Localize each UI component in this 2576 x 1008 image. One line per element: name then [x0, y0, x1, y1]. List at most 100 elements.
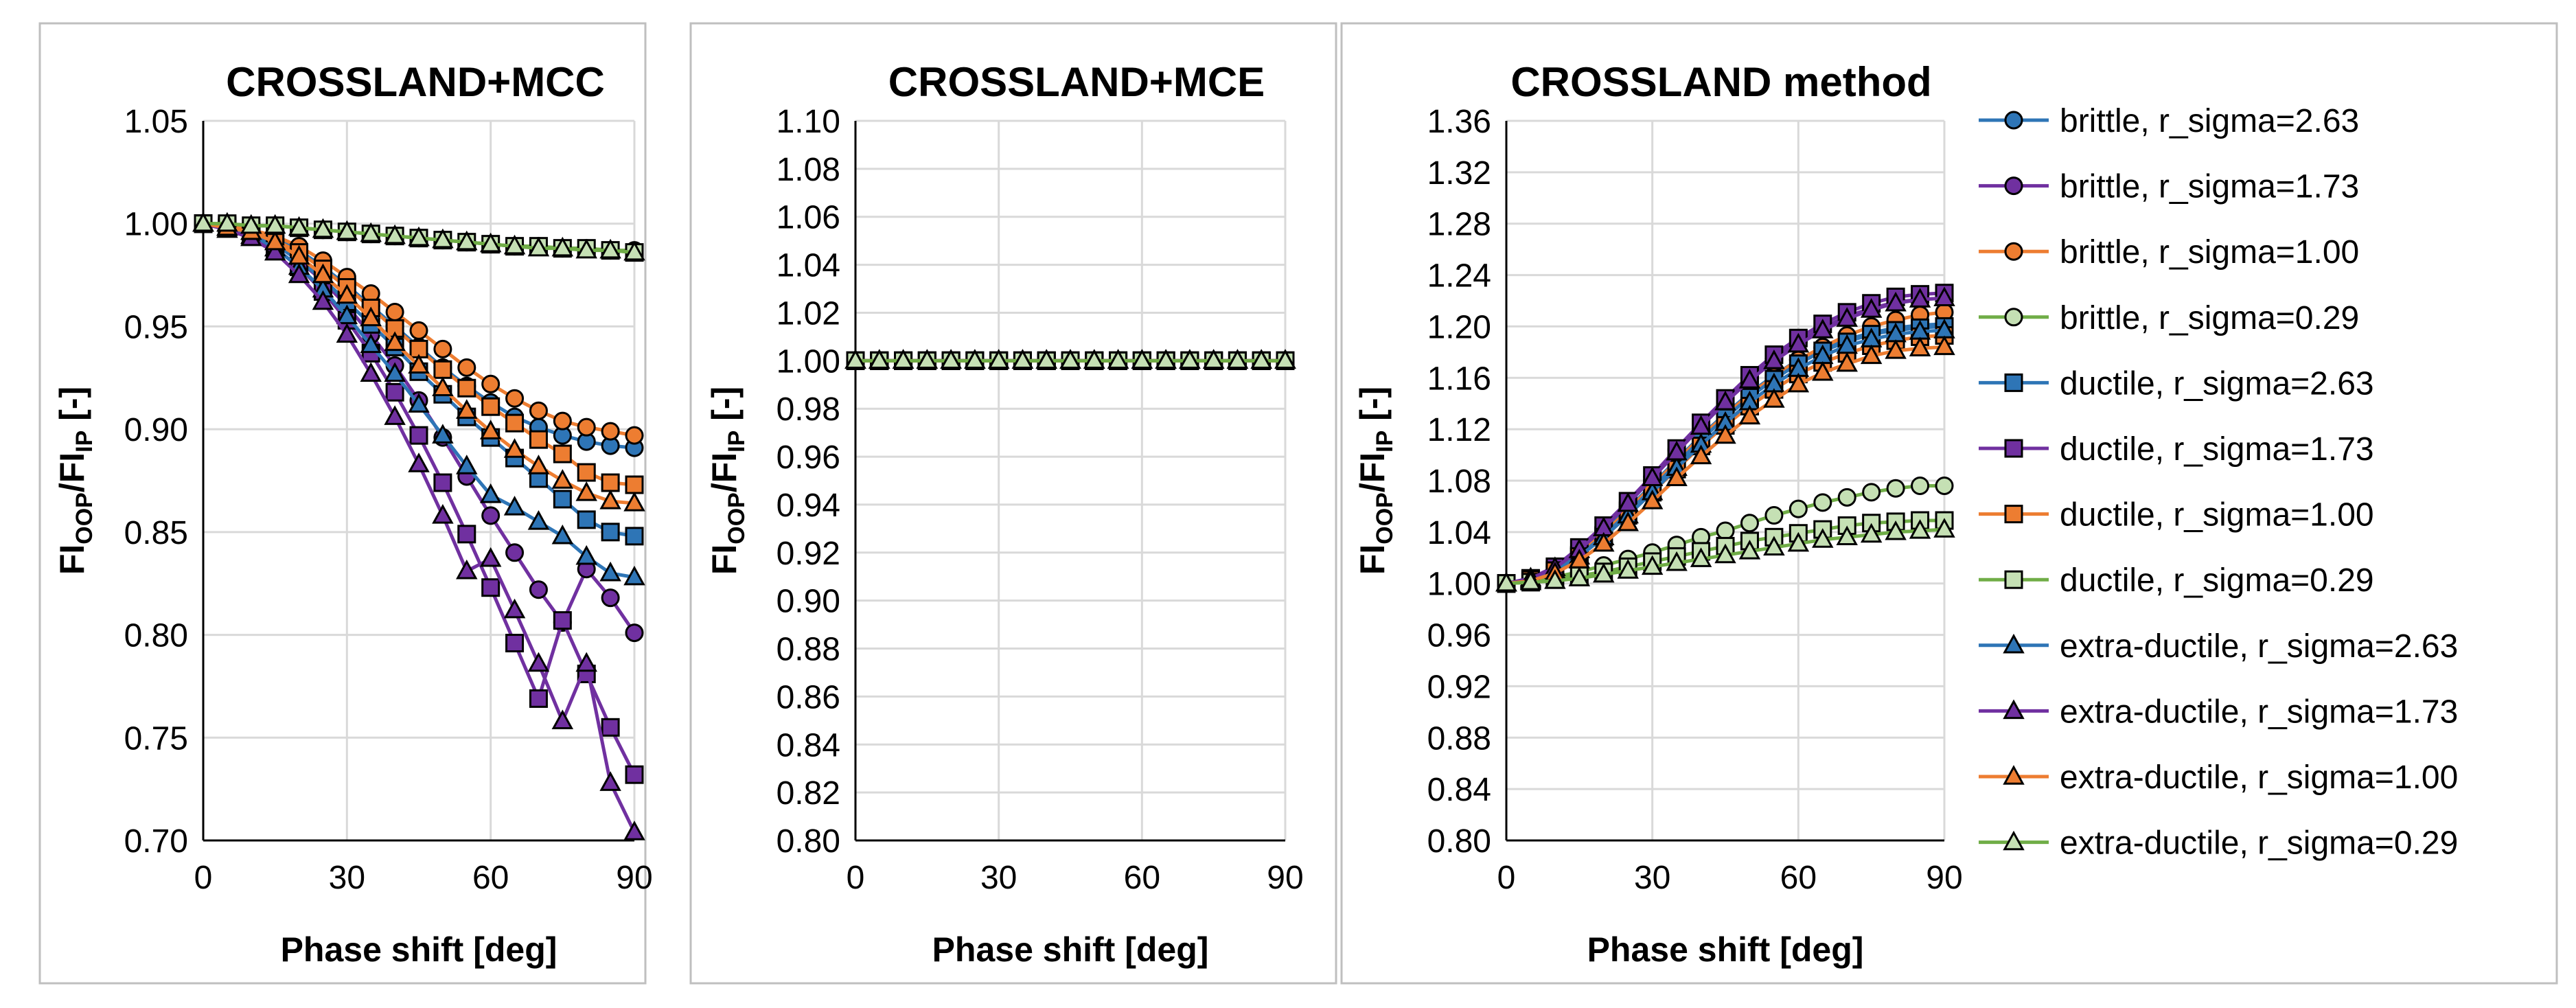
y-tick-label: 1.04 [1427, 515, 1491, 551]
y-axis-label-part: /FI [705, 453, 744, 492]
y-axis-label-part: FI [1353, 545, 1392, 575]
y-axis-label: FIOOP/FIIP [-] [705, 387, 750, 575]
data-point [1787, 372, 1810, 393]
series-12 [844, 349, 1296, 369]
legend-marker [2004, 505, 2023, 524]
data-point [601, 718, 620, 737]
data-point [1131, 349, 1153, 369]
data-point [1714, 390, 1736, 411]
data-point [1860, 523, 1883, 543]
y-tick-label: 0.90 [124, 412, 188, 448]
data-point [892, 349, 915, 369]
data-point [529, 430, 548, 449]
data-point [1789, 499, 1808, 518]
data-point [553, 411, 572, 431]
y-tick-label: 0.98 [777, 391, 840, 428]
data-point [1641, 466, 1664, 486]
data-point [599, 490, 621, 509]
data-point [408, 226, 430, 247]
data-point [385, 302, 404, 321]
legend-marker [2003, 699, 2025, 720]
legend-label: brittle, r_sigma=1.73 [2060, 169, 2359, 205]
data-point [1933, 518, 1955, 538]
data-point [433, 473, 452, 492]
data-point [987, 349, 1010, 369]
data-point [336, 323, 358, 343]
y-tick-label: 1.08 [777, 152, 840, 188]
data-point [623, 240, 645, 261]
y-tick-label: 0.85 [124, 515, 188, 551]
x-tick-label: 30 [329, 860, 365, 896]
data-point [192, 211, 214, 232]
x-tick-label: 90 [1267, 860, 1303, 896]
y-axis-label-part: FI [705, 545, 744, 575]
data-point [1738, 369, 1761, 389]
data-point [1593, 562, 1615, 583]
data-point [1714, 543, 1736, 564]
data-point [869, 349, 890, 369]
data-point [432, 376, 454, 396]
legend-marker [2004, 111, 2023, 130]
y-tick-label: 1.12 [1427, 412, 1491, 448]
y-axis-label-part: /FI [1353, 453, 1392, 492]
data-point [505, 634, 525, 653]
data-point [1837, 488, 1856, 507]
data-point [479, 483, 502, 503]
data-point [503, 598, 526, 619]
y-tick-label: 1.06 [777, 200, 840, 236]
chart-title: CROSSLAND+MCC [226, 59, 605, 105]
x-tick-label: 60 [1124, 860, 1160, 896]
data-point [1274, 349, 1296, 369]
data-point [1763, 388, 1785, 408]
data-point [601, 588, 620, 608]
data-point [264, 240, 286, 261]
legend-label: extra-ductile, r_sigma=0.29 [2060, 825, 2458, 862]
y-axis-label-part: IP [71, 431, 97, 453]
data-point [288, 263, 310, 284]
y-tick-label: 1.00 [777, 343, 840, 380]
legend-label: brittle, r_sigma=0.29 [2060, 300, 2359, 336]
data-point [1886, 479, 1905, 498]
legend-item: extra-ductile, r_sigma=1.73 [1979, 694, 2458, 730]
x-tick-label: 90 [1926, 860, 1962, 896]
data-point [1812, 528, 1834, 548]
data-point [1519, 570, 1542, 591]
y-tick-label: 0.96 [1427, 618, 1491, 654]
data-point [1836, 307, 1858, 327]
data-point [503, 496, 526, 516]
data-point [601, 523, 620, 542]
data-point [1617, 559, 1639, 579]
legend-marker [2003, 830, 2025, 851]
data-point [529, 580, 548, 599]
legend-item: ductile, r_sigma=2.63 [1979, 365, 2374, 402]
y-axis-label-part: IP [724, 431, 750, 453]
series-12 [192, 211, 645, 261]
data-point [623, 821, 645, 840]
data-point [479, 420, 502, 439]
y-axis-label-part: OOP [1372, 492, 1398, 545]
data-point [481, 506, 501, 525]
y-axis-label-part: /FI [53, 453, 91, 492]
data-point [264, 214, 286, 234]
legend-marker [2003, 633, 2025, 654]
data-point [1933, 286, 1955, 306]
chart-panel-2: 0.80 0.82 0.84 0.86 0.88 0.90 0.92 0.94 0.96 0.98… [689, 22, 1337, 985]
y-axis-label-part: OOP [724, 492, 750, 545]
data-point [479, 547, 502, 567]
data-point [433, 360, 452, 379]
legend-item: brittle, r_sigma=0.29 [1979, 300, 2359, 336]
legend-item: brittle, r_sigma=1.73 [1979, 169, 2359, 205]
x-tick-label: 0 [847, 860, 865, 896]
chart-title: CROSSLAND method [1510, 59, 1931, 105]
data-point [577, 510, 596, 529]
data-point [527, 652, 550, 672]
data-point [1568, 566, 1591, 586]
x-tick-label: 30 [1634, 860, 1670, 896]
y-tick-label: 1.10 [777, 104, 840, 140]
data-point [312, 218, 334, 238]
y-tick-label: 1.36 [1427, 104, 1491, 140]
legend-label: ductile, r_sigma=1.00 [2060, 497, 2374, 534]
data-point [625, 765, 644, 784]
y-tick-label: 0.82 [777, 775, 840, 812]
data-point [1911, 476, 1930, 495]
